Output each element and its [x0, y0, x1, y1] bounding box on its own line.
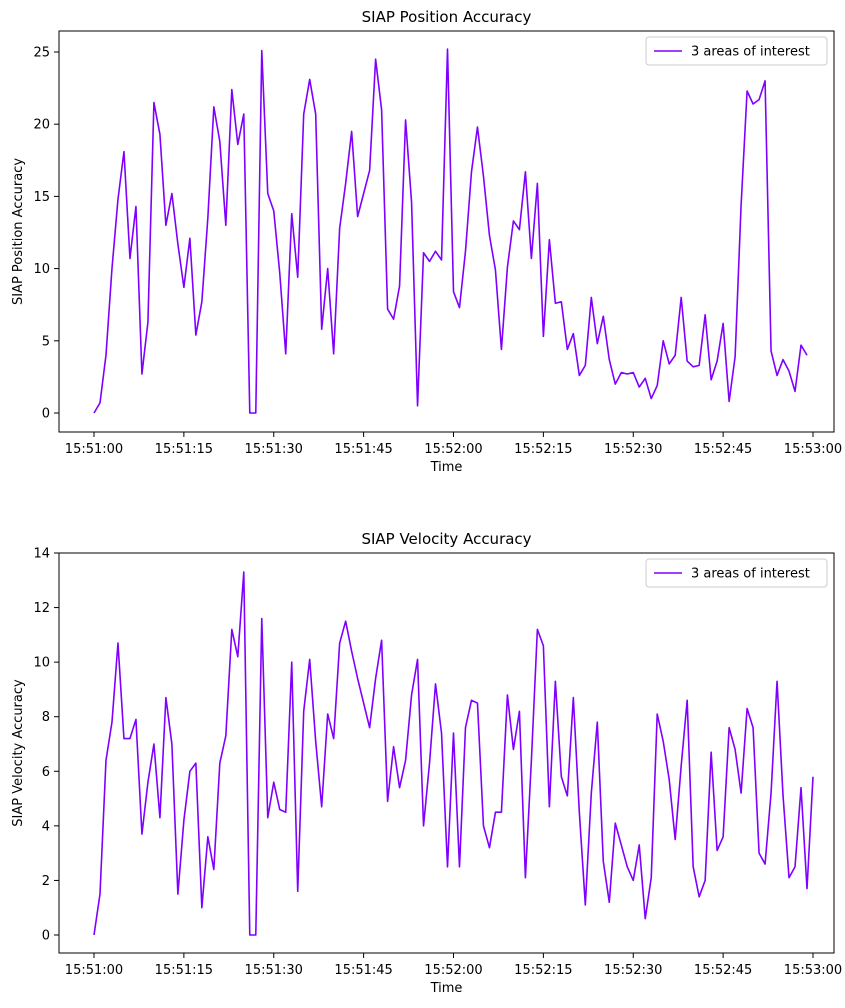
chart-2-x-tick-label: 15:52:45 [694, 963, 752, 978]
chart-2-x-tick-label: 15:52:00 [424, 963, 482, 978]
chart-2-legend-label: 3 areas of interest [691, 567, 810, 582]
chart-2-x-tick-label: 15:52:15 [514, 963, 572, 978]
chart-1-x-tick-label: 15:52:15 [514, 442, 572, 457]
chart-2-x-axis-label: Time [430, 981, 463, 996]
chart-1-x-tick-label: 15:52:00 [424, 442, 482, 457]
chart-2-y-tick-label: 8 [42, 710, 50, 725]
chart-1-plot-frame [58, 30, 835, 433]
chart-1-y-tick-label: 25 [33, 46, 50, 61]
chart-2-x-tick-label: 15:52:30 [604, 963, 662, 978]
chart-1-y-tick-label: 5 [42, 334, 50, 349]
chart-1-x-tick-label: 15:51:00 [65, 442, 123, 457]
chart-2-legend-box [645, 558, 828, 588]
chart-1-x-tick-label: 15:51:30 [245, 442, 303, 457]
chart-2-y-tick-label: 10 [33, 656, 50, 671]
chart-1-y-tick-label: 0 [42, 407, 50, 422]
chart-2-x-tick-label: 15:51:00 [65, 963, 123, 978]
chart-1-x-tick-label: 15:52:45 [694, 442, 752, 457]
chart-2-x-tick-label: 15:51:15 [155, 963, 213, 978]
chart-2-y-tick-label: 4 [42, 819, 50, 834]
chart-1-y-tick-label: 20 [33, 118, 50, 133]
chart-1-y-tick-label: 10 [33, 262, 50, 277]
chart-2-y-tick-label: 12 [33, 601, 50, 616]
chart-2-x-tick-label: 15:51:30 [245, 963, 303, 978]
chart-1-y-tick-label: 15 [33, 190, 50, 205]
chart-1-y-axis-label: SIAP Position Accuracy [11, 158, 26, 305]
chart-2-title: SIAP Velocity Accuracy [361, 530, 531, 548]
chart-1-title: SIAP Position Accuracy [362, 8, 532, 26]
chart-1-legend-label: 3 areas of interest [691, 45, 810, 60]
chart-2-y-tick-label: 14 [33, 547, 50, 562]
chart-1-x-tick-label: 15:51:15 [155, 442, 213, 457]
chart-1-legend-box [645, 36, 828, 66]
chart-2-y-tick-label: 0 [42, 929, 50, 944]
chart-1-x-tick-label: 15:53:00 [784, 442, 842, 457]
chart-1-series-line [93, 48, 808, 414]
chart-2-y-tick-label: 2 [42, 874, 50, 889]
chart-2-y-tick-label: 6 [42, 765, 50, 780]
chart-2-x-tick-label: 15:51:45 [334, 963, 392, 978]
chart-1-x-axis-label: Time [430, 460, 463, 475]
chart-2-plot-frame [58, 552, 835, 954]
chart-2-y-axis-label: SIAP Velocity Accuracy [11, 679, 26, 827]
chart-2-series-line [93, 571, 814, 936]
chart-1-x-tick-label: 15:52:30 [604, 442, 662, 457]
chart-2-x-tick-label: 15:53:00 [784, 963, 842, 978]
chart-1-x-tick-label: 15:51:45 [334, 442, 392, 457]
